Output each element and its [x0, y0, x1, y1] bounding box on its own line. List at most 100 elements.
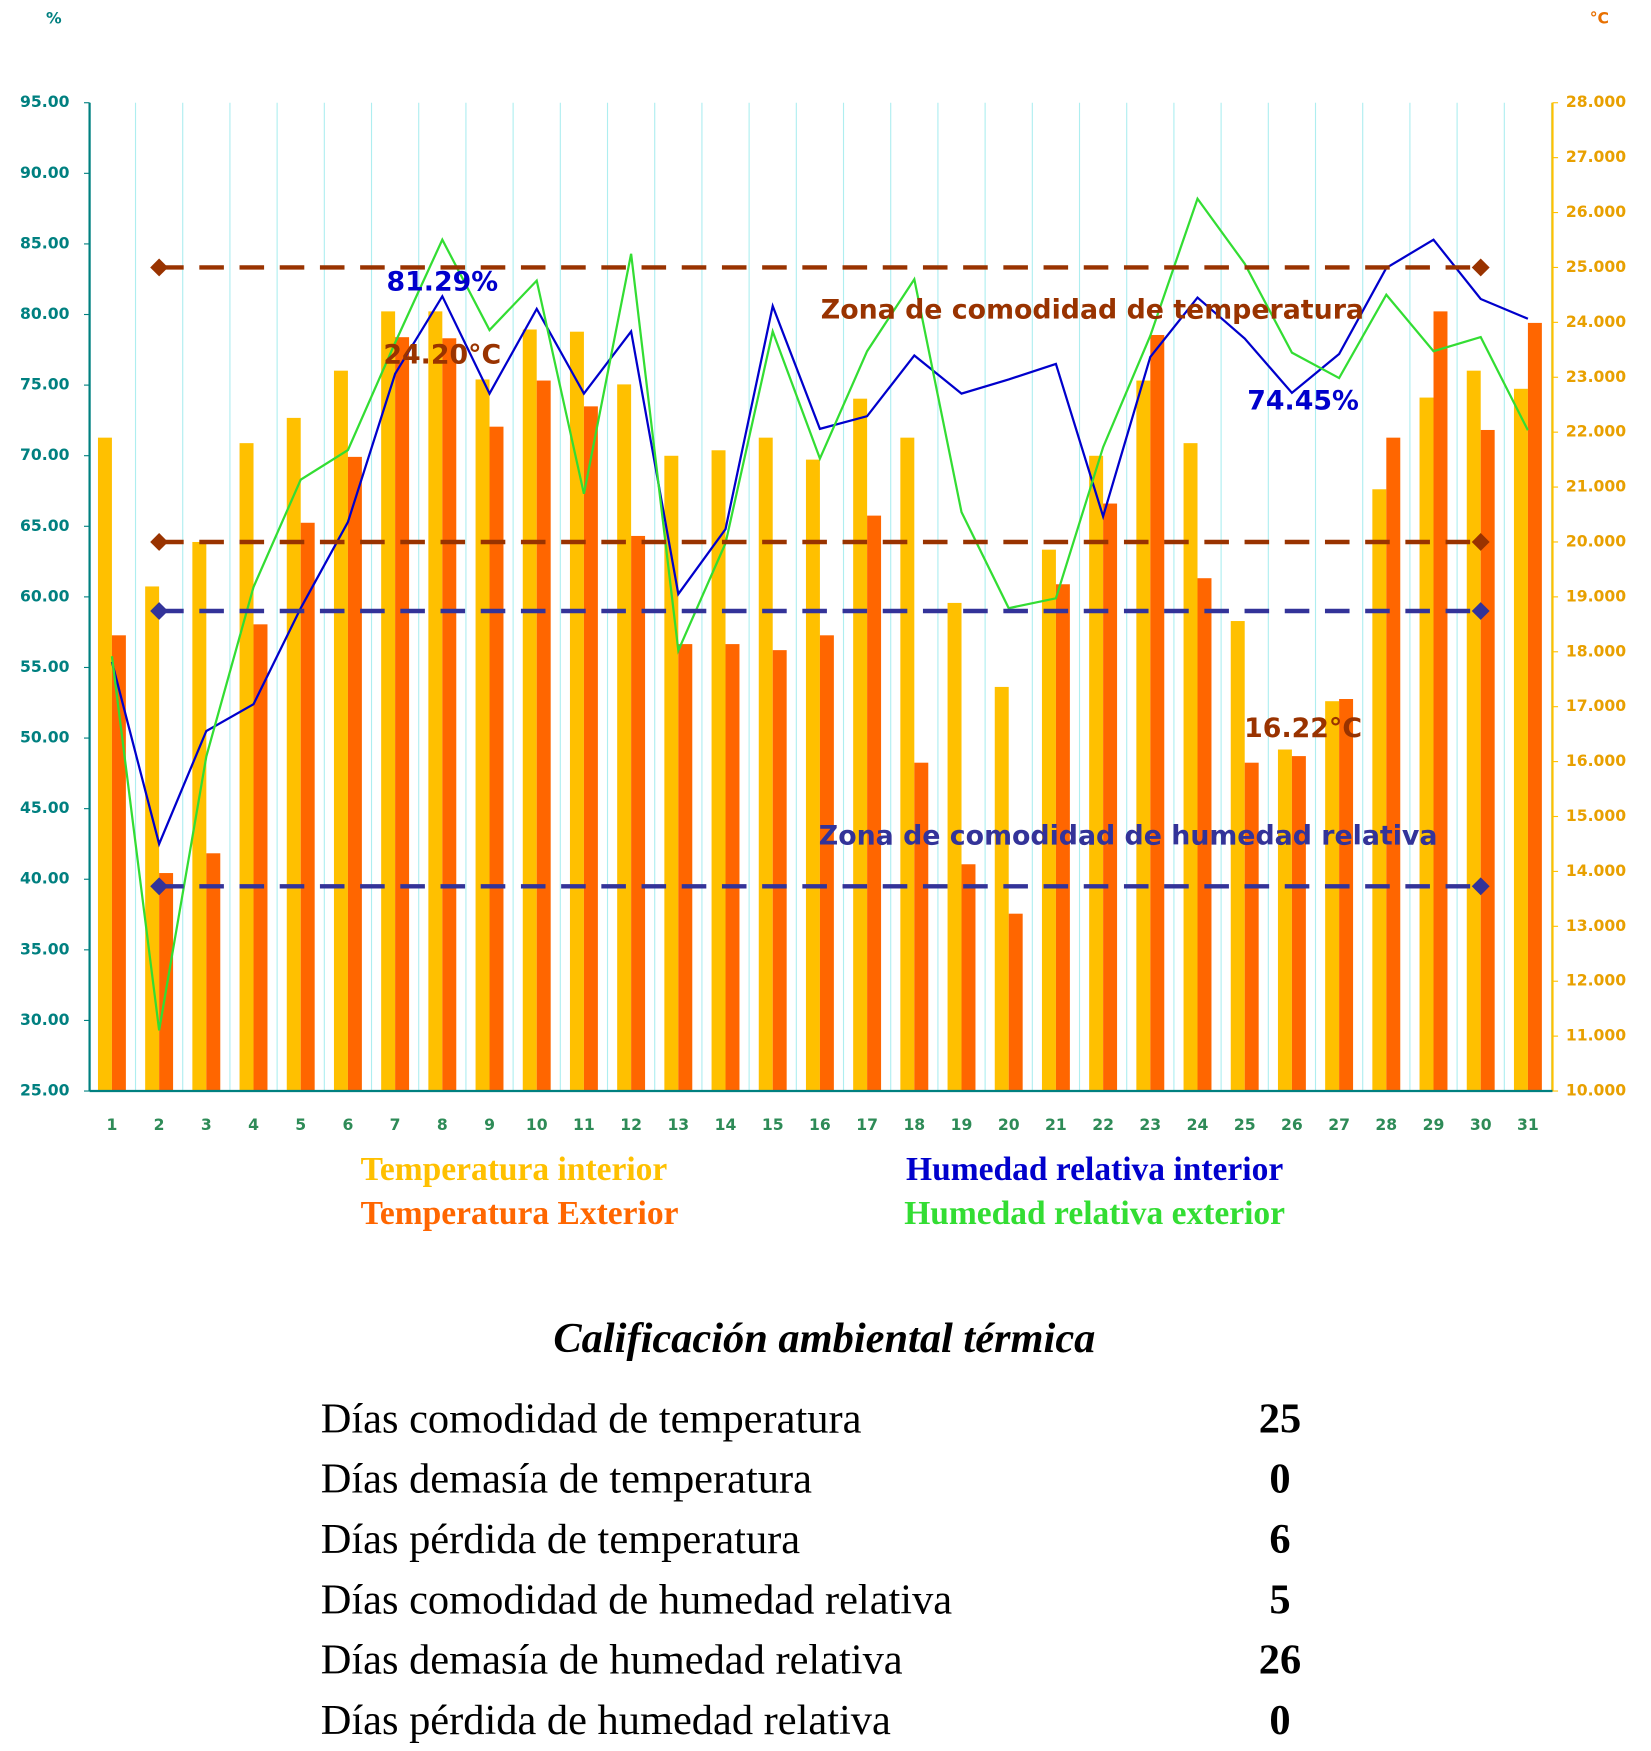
line: [110, 196, 1529, 1031]
y-tick-label: 90.00: [20, 163, 70, 182]
y-tick-label: 60.00: [20, 586, 70, 605]
row-value: 0: [1269, 1456, 1290, 1503]
bar: [1277, 749, 1292, 1092]
x-tick-label: 9: [484, 1115, 495, 1134]
y2-tick-label: 15.000: [1566, 806, 1626, 825]
x-tick-label: 31: [1517, 1115, 1539, 1134]
x-tick-label: 23: [1139, 1115, 1161, 1134]
reference-marker: [1471, 533, 1490, 551]
y-tick-label: 75.00: [20, 375, 70, 394]
legend-entry: Temperatura interior: [361, 1151, 668, 1188]
bar: [333, 370, 348, 1092]
bar: [97, 437, 112, 1092]
y-tick-label: 40.00: [20, 869, 70, 888]
y-tick-label: 95.00: [20, 92, 70, 111]
data-label: 81.29%: [387, 266, 499, 297]
legend-entry: Temperatura Exterior: [361, 1195, 679, 1232]
bar: [805, 459, 820, 1092]
y2-tick-label: 16.000: [1566, 751, 1626, 770]
bar: [536, 380, 551, 1092]
bar: [1339, 699, 1354, 1092]
bar: [192, 541, 207, 1092]
row-label: Días comodidad de humedad relativa: [321, 1576, 953, 1623]
x-tick-label: 26: [1281, 1115, 1303, 1134]
bar: [1386, 437, 1401, 1092]
bar: [617, 384, 632, 1092]
legend-entry: Humedad relativa interior: [906, 1151, 1283, 1188]
row-value: 6: [1269, 1516, 1290, 1563]
y2-tick-label: 18.000: [1566, 641, 1626, 660]
x-tick-label: 7: [390, 1115, 401, 1134]
bar: [725, 644, 740, 1092]
x-tick-label: 5: [295, 1115, 306, 1134]
x-tick-label: 13: [667, 1115, 689, 1134]
row-value: 5: [1269, 1576, 1290, 1623]
y2-tick-label: 12.000: [1566, 971, 1626, 990]
reference-marker: [150, 602, 169, 620]
bar: [239, 443, 254, 1092]
bar: [947, 602, 962, 1092]
x-tick-label: 10: [526, 1115, 548, 1134]
x-tick-label: 6: [342, 1115, 353, 1134]
plot: [97, 196, 1542, 1092]
row-label: Días pérdida de humedad relativa: [321, 1697, 891, 1744]
bar: [111, 635, 126, 1092]
bar: [1480, 429, 1495, 1092]
x-tick-label: 30: [1470, 1115, 1492, 1134]
x-tick-label: 19: [951, 1115, 973, 1134]
bar: [569, 331, 584, 1092]
bar: [1244, 762, 1259, 1092]
y2-tick-label: 10.000: [1566, 1081, 1626, 1100]
x-tick-label: 29: [1423, 1115, 1445, 1134]
row-value: 26: [1259, 1637, 1301, 1684]
y2-tick-label: 27.000: [1566, 147, 1626, 166]
bar: [300, 522, 315, 1092]
bar: [994, 686, 1009, 1092]
row-label: Días demasía de temperatura: [321, 1456, 812, 1503]
line: [110, 238, 1529, 848]
x-tick-label: 4: [248, 1115, 259, 1134]
row-label: Días demasía de humedad relativa: [321, 1637, 903, 1684]
bar: [347, 456, 362, 1092]
x-tick-label: 3: [201, 1115, 212, 1134]
bar: [381, 311, 396, 1092]
y2-tick-label: 26.000: [1566, 202, 1626, 221]
x-tick-label: 15: [762, 1115, 784, 1134]
bar: [428, 311, 443, 1092]
bar: [1055, 584, 1070, 1092]
y-axis-label: %: [46, 8, 62, 27]
bar: [853, 398, 868, 1092]
y-tick-label: 55.00: [20, 657, 70, 676]
y2-tick-label: 25.000: [1566, 257, 1626, 276]
bar: [1103, 503, 1118, 1092]
x-tick-label: 8: [437, 1115, 448, 1134]
y-tick-label: 70.00: [20, 445, 70, 464]
y2-tick-label: 17.000: [1566, 696, 1626, 715]
y-tick-label: 80.00: [20, 304, 70, 323]
bar: [1089, 455, 1104, 1092]
bar: [1291, 756, 1306, 1092]
reference-label: Zona de comodidad de humedad relativa: [819, 821, 1438, 852]
y-tick-label: 50.00: [20, 728, 70, 747]
x-tick-label: 24: [1187, 1115, 1209, 1134]
x-tick-label: 25: [1234, 1115, 1256, 1134]
bar: [772, 650, 787, 1092]
bar: [583, 406, 598, 1092]
x-tick-label: 12: [620, 1115, 642, 1134]
x-tick-label: 27: [1328, 1115, 1350, 1134]
reference-marker: [150, 533, 169, 551]
bar: [1150, 334, 1165, 1092]
bar: [1372, 489, 1387, 1092]
y2-tick-label: 24.000: [1566, 312, 1626, 331]
x-tick-label: 22: [1092, 1115, 1114, 1134]
bar: [442, 338, 457, 1092]
bar: [1433, 311, 1448, 1092]
y2-tick-label: 21.000: [1566, 477, 1626, 496]
y2-tick-label: 14.000: [1566, 861, 1626, 880]
bar: [1136, 380, 1151, 1092]
bar: [631, 535, 646, 1092]
bar: [522, 329, 537, 1092]
bar: [206, 853, 221, 1092]
row-label: Días comodidad de temperatura: [321, 1395, 862, 1442]
